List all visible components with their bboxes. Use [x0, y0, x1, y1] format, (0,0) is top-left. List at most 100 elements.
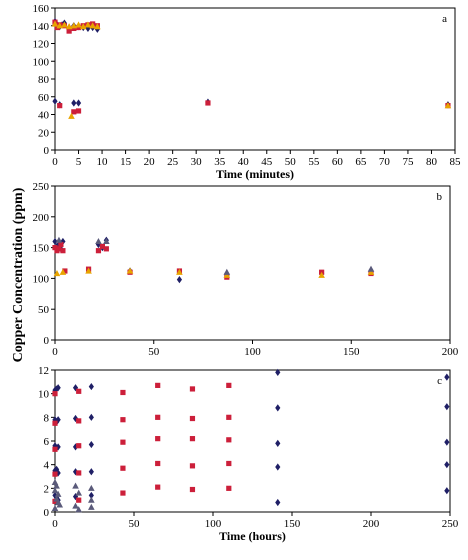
data-point-a-s2 — [56, 22, 64, 29]
data-point-c-s1 — [120, 465, 126, 471]
data-point-c-s1 — [226, 437, 232, 443]
data-point-c-s1 — [120, 417, 126, 423]
data-point-a-s1 — [66, 28, 72, 34]
x-tick-label-c: 250 — [442, 518, 459, 530]
data-point-b-s1 — [62, 268, 68, 274]
data-point-b-s1 — [95, 248, 102, 254]
data-point-c-s2 — [54, 499, 62, 506]
x-axis-label-a: Time (minutes) — [216, 167, 294, 181]
data-point-c-s0 — [88, 382, 94, 391]
y-tick-label-b: 250 — [33, 181, 50, 193]
data-point-c-s1 — [189, 436, 196, 442]
data-point-b-s2 — [223, 271, 231, 278]
data-point-a-s2 — [51, 20, 59, 27]
y-tick-label-c: 0 — [44, 507, 50, 519]
data-point-c-s1 — [52, 471, 58, 477]
x-tick-label-a: 50 — [285, 156, 297, 168]
data-point-a-s0 — [85, 24, 91, 33]
y-tick-label-b: 0 — [44, 335, 50, 347]
data-point-c-s2 — [51, 504, 59, 512]
data-point-c-s1 — [76, 388, 82, 394]
data-point-c-s1 — [189, 386, 196, 392]
data-point-b-s1 — [103, 246, 109, 252]
data-point-b-s2 — [367, 268, 375, 275]
data-point-c-s0 — [444, 461, 450, 469]
data-point-a-s2 — [79, 23, 87, 30]
data-point-c-s0 — [55, 384, 61, 392]
data-point-c-s1 — [155, 382, 161, 388]
shared-y-axis-label: Copper Concentration (ppm) — [11, 187, 26, 362]
y-tick-label-a: 160 — [33, 3, 50, 15]
data-point-b-s3 — [103, 237, 110, 245]
x-tick-label-a: 70 — [379, 156, 391, 168]
y-tick-label-a: 60 — [38, 92, 50, 104]
data-point-b-s1 — [58, 241, 64, 248]
data-point-c-s1 — [155, 460, 161, 467]
y-tick-label-a: 120 — [33, 39, 50, 51]
y-tick-label-b: 50 — [38, 304, 50, 316]
data-point-c-s0 — [88, 440, 94, 449]
data-point-c-s1 — [76, 497, 82, 503]
data-point-c-s2 — [53, 482, 60, 489]
data-point-c-s1 — [76, 470, 82, 476]
data-point-c-s2 — [88, 496, 95, 503]
data-point-b-s1 — [52, 245, 58, 251]
x-tick-label-a: 35 — [214, 156, 226, 168]
data-point-a-s2 — [70, 22, 78, 29]
y-tick-label-c: 10 — [38, 389, 50, 401]
plot-frame-c — [54, 369, 451, 513]
data-point-c-s1 — [226, 460, 232, 467]
x-tick-label-c: 0 — [52, 518, 58, 530]
data-point-a-s0 — [71, 99, 77, 107]
data-point-a-s1 — [205, 100, 211, 106]
data-point-c-s0 — [275, 404, 281, 412]
data-point-a-s2 — [61, 21, 68, 28]
x-tick-label-b: 200 — [442, 346, 459, 358]
data-point-b-s2 — [85, 267, 92, 274]
data-point-c-s1 — [189, 486, 196, 493]
x-tick-label-a: 65 — [355, 156, 367, 168]
data-point-c-s0 — [275, 439, 281, 447]
y-tick-label-b: 100 — [33, 273, 50, 285]
x-tick-label-a: 45 — [261, 156, 273, 168]
data-point-c-s1 — [226, 485, 232, 491]
data-point-b-s0 — [176, 276, 183, 284]
data-point-c-s0 — [52, 491, 58, 500]
data-point-c-s0 — [444, 438, 450, 446]
x-tick-label-a: 55 — [308, 156, 320, 168]
data-point-c-s0 — [444, 403, 450, 411]
x-tick-label-b: 50 — [148, 346, 160, 358]
y-tick-label-a: 40 — [38, 110, 50, 122]
data-point-c-s1 — [52, 391, 58, 397]
y-tick-label-c: 4 — [44, 460, 50, 472]
y-tick-label-a: 140 — [33, 21, 50, 33]
x-tick-label-a: 80 — [426, 156, 438, 168]
data-point-b-s2 — [126, 267, 134, 274]
data-point-a-s1 — [57, 103, 63, 109]
data-point-a-s2 — [84, 21, 92, 28]
data-point-a-s2 — [75, 21, 82, 28]
data-point-c-s0 — [88, 413, 94, 421]
x-tick-label-a: 0 — [52, 156, 58, 168]
data-point-c-s1 — [189, 463, 196, 469]
data-point-c-s1 — [189, 415, 196, 422]
x-tick-label-a: 10 — [97, 156, 109, 168]
x-tick-label-a: 75 — [402, 156, 414, 168]
data-point-b-s1 — [60, 248, 66, 254]
data-point-b-s3 — [367, 265, 375, 272]
x-axis-label-c: Time (hours) — [219, 529, 286, 543]
data-point-b-s1 — [56, 246, 62, 252]
x-tick-label-b: 100 — [244, 346, 261, 358]
y-tick-label-b: 150 — [33, 243, 50, 255]
data-point-c-s0 — [275, 368, 281, 376]
data-point-c-s0 — [275, 463, 281, 471]
data-point-b-s0 — [52, 237, 58, 246]
data-point-c-s2 — [88, 484, 95, 491]
data-point-c-s1 — [52, 420, 58, 426]
data-point-c-s0 — [53, 465, 60, 473]
data-point-c-s1 — [120, 490, 126, 496]
data-point-c-s2 — [75, 489, 82, 496]
data-point-c-s2 — [51, 487, 59, 494]
data-point-b-s3 — [95, 237, 102, 245]
x-tick-label-b: 150 — [343, 346, 360, 358]
